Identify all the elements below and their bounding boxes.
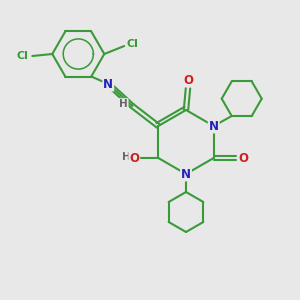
Text: O: O	[183, 74, 193, 86]
Text: O: O	[129, 152, 139, 164]
Text: H: H	[119, 99, 128, 109]
Text: O: O	[239, 152, 249, 164]
Text: H: H	[122, 152, 131, 162]
Text: Cl: Cl	[126, 39, 138, 49]
Text: N: N	[181, 167, 191, 181]
Text: N: N	[209, 119, 219, 133]
Text: Cl: Cl	[16, 51, 28, 61]
Text: N: N	[103, 77, 113, 91]
